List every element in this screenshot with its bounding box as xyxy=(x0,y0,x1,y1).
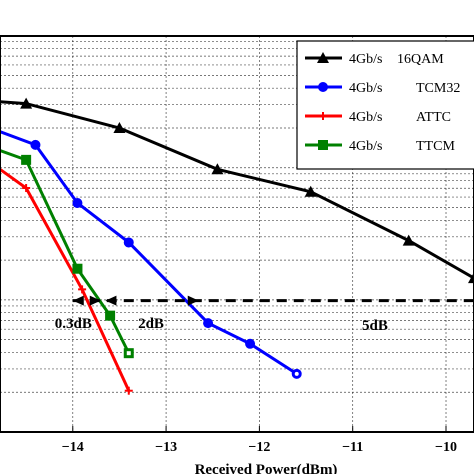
data-point-3 xyxy=(21,154,32,165)
legend-label-mod-2: ATTC xyxy=(416,110,451,125)
x-tick-label: −12 xyxy=(248,440,270,455)
x-tick-label: −13 xyxy=(155,440,177,455)
legend-label-mod-0: 16QAM xyxy=(397,52,444,67)
legend-label-1: 4Gb/s xyxy=(349,81,382,96)
series-line-2 xyxy=(0,168,131,392)
plot-frame xyxy=(0,35,474,433)
arrow-head-left-1 xyxy=(105,295,117,306)
data-point-0 xyxy=(468,272,474,284)
legend-marker-3 xyxy=(318,140,328,150)
data-point-3 xyxy=(72,263,83,274)
data-point-0 xyxy=(113,121,126,133)
annotations: 0.3dB 2dB 5dB xyxy=(55,316,388,334)
legend-label-2: 4Gb/s xyxy=(349,110,382,125)
data-point-2 xyxy=(124,386,133,395)
legend-marker-0 xyxy=(317,52,329,63)
annotation-label-2: 5dB xyxy=(362,318,388,334)
data-point-0 xyxy=(402,234,415,246)
legend: 4Gb/s 16QAM 4Gb/s TCM32 4Gb/s ATTC 4Gb/s TTCM xyxy=(296,40,474,170)
data-point-1 xyxy=(245,338,256,349)
series-markers xyxy=(20,97,474,395)
annotation-label-1: 2dB xyxy=(138,316,164,332)
legend-label-mod-3: TTCM xyxy=(416,139,455,154)
legend-label-0: 4Gb/s xyxy=(349,52,382,67)
legend-marker-2 xyxy=(319,112,327,120)
x-tick-label: −14 xyxy=(62,440,84,455)
data-point-2 xyxy=(78,285,87,294)
data-point-1 xyxy=(203,318,214,329)
legend-label-mod-1: TCM32 xyxy=(416,81,460,96)
x-tick-label: −11 xyxy=(342,440,363,455)
legend-label-3: 4Gb/s xyxy=(349,139,382,154)
legend-marker-1 xyxy=(318,82,328,92)
arrow-head-right-0 xyxy=(89,295,101,306)
hollow-center xyxy=(294,371,299,376)
data-point-2 xyxy=(22,184,31,193)
x-tick-labels: −14 −13 −12 −11 −10 xyxy=(62,440,457,455)
arrow-head-left-0 xyxy=(72,295,84,306)
annotation-label-0: 0.3dB xyxy=(55,316,92,332)
plot-border xyxy=(0,35,474,433)
data-point-0 xyxy=(20,97,33,109)
data-point-0 xyxy=(304,185,317,197)
data-point-1 xyxy=(72,198,83,209)
x-tick-label: −10 xyxy=(435,440,457,455)
reference-line xyxy=(72,295,474,306)
data-point-0 xyxy=(211,163,224,175)
data-point-1 xyxy=(30,139,41,150)
data-point-1 xyxy=(123,237,134,248)
arrow-head-right-1 xyxy=(187,295,199,306)
hollow-center xyxy=(126,351,131,356)
x-axis-label: Received Power(dBm) xyxy=(195,462,338,474)
data-point-3 xyxy=(105,310,116,321)
